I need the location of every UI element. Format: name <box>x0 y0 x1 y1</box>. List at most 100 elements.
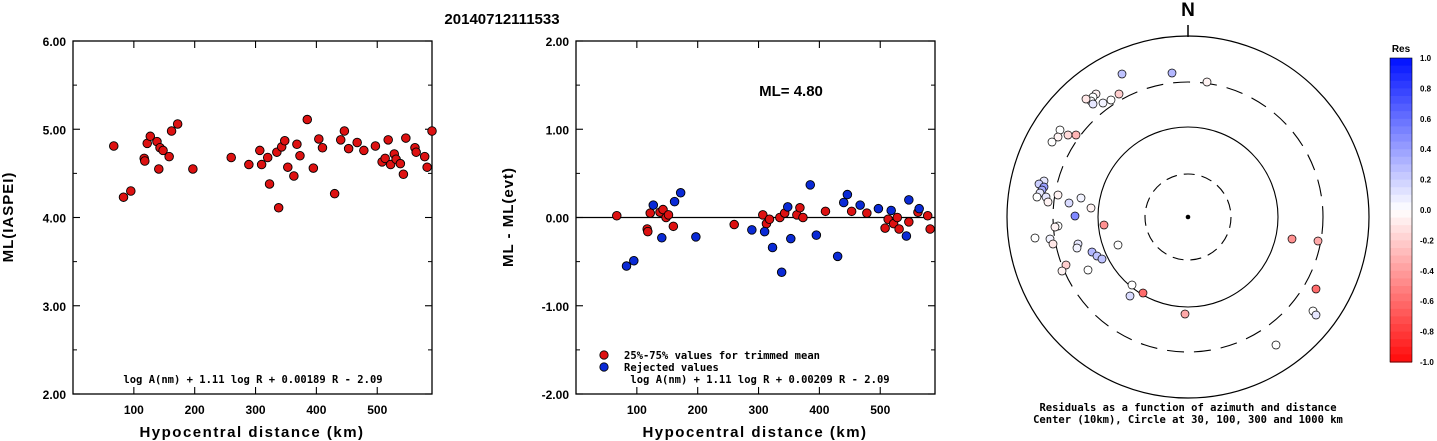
data-point <box>343 143 354 154</box>
station-residual-point <box>1127 280 1137 290</box>
rejected-point <box>767 242 778 253</box>
station-residual-point <box>1064 198 1074 208</box>
station-residual-point <box>1053 132 1063 142</box>
colorbar-cell <box>1390 248 1412 257</box>
trimmed-point <box>820 206 831 217</box>
colorbar-tick-label: 0.4 <box>1420 145 1432 154</box>
rejected-point <box>675 188 686 198</box>
station-residual-point <box>1117 69 1127 79</box>
colorbar-cell <box>1390 324 1412 333</box>
station-residual-point <box>1138 288 1148 298</box>
rejected-point <box>914 203 924 214</box>
colorbar-cell <box>1390 134 1412 143</box>
data-point <box>166 126 177 136</box>
colorbar-cell <box>1390 96 1412 105</box>
rejected-point <box>886 205 896 216</box>
station-residual-point <box>1125 291 1135 301</box>
colorbar-cell <box>1390 156 1412 165</box>
data-point <box>140 156 150 166</box>
station-residual-point <box>1048 239 1058 249</box>
data-point <box>295 150 305 161</box>
colorbar-cell <box>1390 118 1412 127</box>
colorbar-cell <box>1390 217 1412 226</box>
range-ring-1000km <box>1006 35 1370 399</box>
range-ring-300km <box>1052 81 1324 353</box>
station-residual-point <box>1072 243 1082 253</box>
station-residual-point <box>1043 197 1053 207</box>
station-residual-point <box>1114 89 1124 99</box>
station-residual-point <box>1271 340 1281 350</box>
station-residual-point <box>1311 284 1321 294</box>
rejected-point <box>842 189 853 200</box>
colorbar-cell <box>1390 172 1412 181</box>
station-residual-point <box>1070 211 1080 221</box>
rejected-point <box>782 202 793 212</box>
ml-vs-distance-chart: 100 200 300 400 500 2.00 3.00 4.00 5.00 6.00 Hyp… <box>0 35 437 441</box>
y-tick-label: 1.00 <box>546 123 570 137</box>
data-point <box>419 151 430 162</box>
x-axis-label: Hypocentral distance (km) <box>139 424 364 441</box>
data-point <box>427 126 437 136</box>
y-tick-label: -2.00 <box>542 388 570 402</box>
x-tick-label: 400 <box>809 403 829 417</box>
colorbar-cell <box>1390 263 1412 272</box>
data-point <box>164 151 174 162</box>
trimmed-point <box>645 208 655 218</box>
rejected-point <box>648 200 659 210</box>
station-residual-point <box>1032 192 1042 202</box>
data-point <box>289 171 299 181</box>
data-point <box>226 152 236 163</box>
station-residual-point <box>1099 220 1109 230</box>
colorbar-cell <box>1390 126 1412 135</box>
colorbar-cell <box>1390 149 1412 158</box>
data-point <box>329 188 340 199</box>
data-point <box>188 164 198 174</box>
range-ring-100km <box>1097 126 1279 308</box>
data-point <box>370 141 381 151</box>
colorbar-tick-label: 0.0 <box>1420 206 1432 215</box>
colorbar-cell <box>1390 293 1412 302</box>
rejected-point <box>621 261 632 271</box>
rejected-point <box>811 230 822 240</box>
colorbar-tick-label: -0.8 <box>1420 328 1434 337</box>
trimmed-point <box>798 212 808 223</box>
rejected-point <box>901 231 912 241</box>
station-residual-point <box>1047 137 1057 147</box>
colorbar-cell <box>1390 270 1412 279</box>
y-axis-label: ML - ML(evt) <box>500 167 517 267</box>
colorbar-tick-label: -0.2 <box>1420 236 1434 245</box>
colorbar-cell <box>1390 194 1412 203</box>
data-point <box>398 169 409 180</box>
colorbar-tick-label: 1.0 <box>1420 54 1432 63</box>
y-tick-label: 4.00 <box>43 212 67 226</box>
trimmed-point <box>925 224 935 234</box>
colorbar-cell <box>1390 346 1412 355</box>
data-point <box>359 145 369 156</box>
data-point <box>109 141 119 151</box>
trimmed-point <box>880 223 890 233</box>
rejected-point <box>855 200 865 210</box>
colorbar-cell <box>1390 225 1412 234</box>
legend-marker-rejected <box>599 362 609 372</box>
data-point <box>158 145 168 156</box>
data-point <box>317 143 328 153</box>
colorbar-tick-label: 0.6 <box>1420 115 1432 124</box>
station-residual-point <box>1057 266 1067 276</box>
rejected-point <box>805 180 816 190</box>
x-axis-label: Hypocentral distance (km) <box>642 424 867 441</box>
station-residual-point <box>1030 233 1040 243</box>
station-residual-point <box>1050 222 1060 232</box>
plot-frame <box>72 40 433 395</box>
trimmed-point <box>612 210 622 221</box>
data-point <box>401 133 411 143</box>
formula-label: log A(nm) + 1.11 log R + 0.00209 R - 2.0… <box>630 374 889 386</box>
colorbar-cell <box>1390 88 1412 97</box>
colorbar-cell <box>1390 210 1412 219</box>
data-point <box>302 114 313 125</box>
colorbar-cell <box>1390 80 1412 89</box>
trimmed-point <box>862 208 872 218</box>
epicenter-marker <box>1185 214 1191 220</box>
colorbar-cell <box>1390 301 1412 310</box>
x-tick-label: 500 <box>870 403 890 417</box>
azimuth-residual-plot: N Residuals as a function of azimuth and… <box>1006 0 1370 426</box>
